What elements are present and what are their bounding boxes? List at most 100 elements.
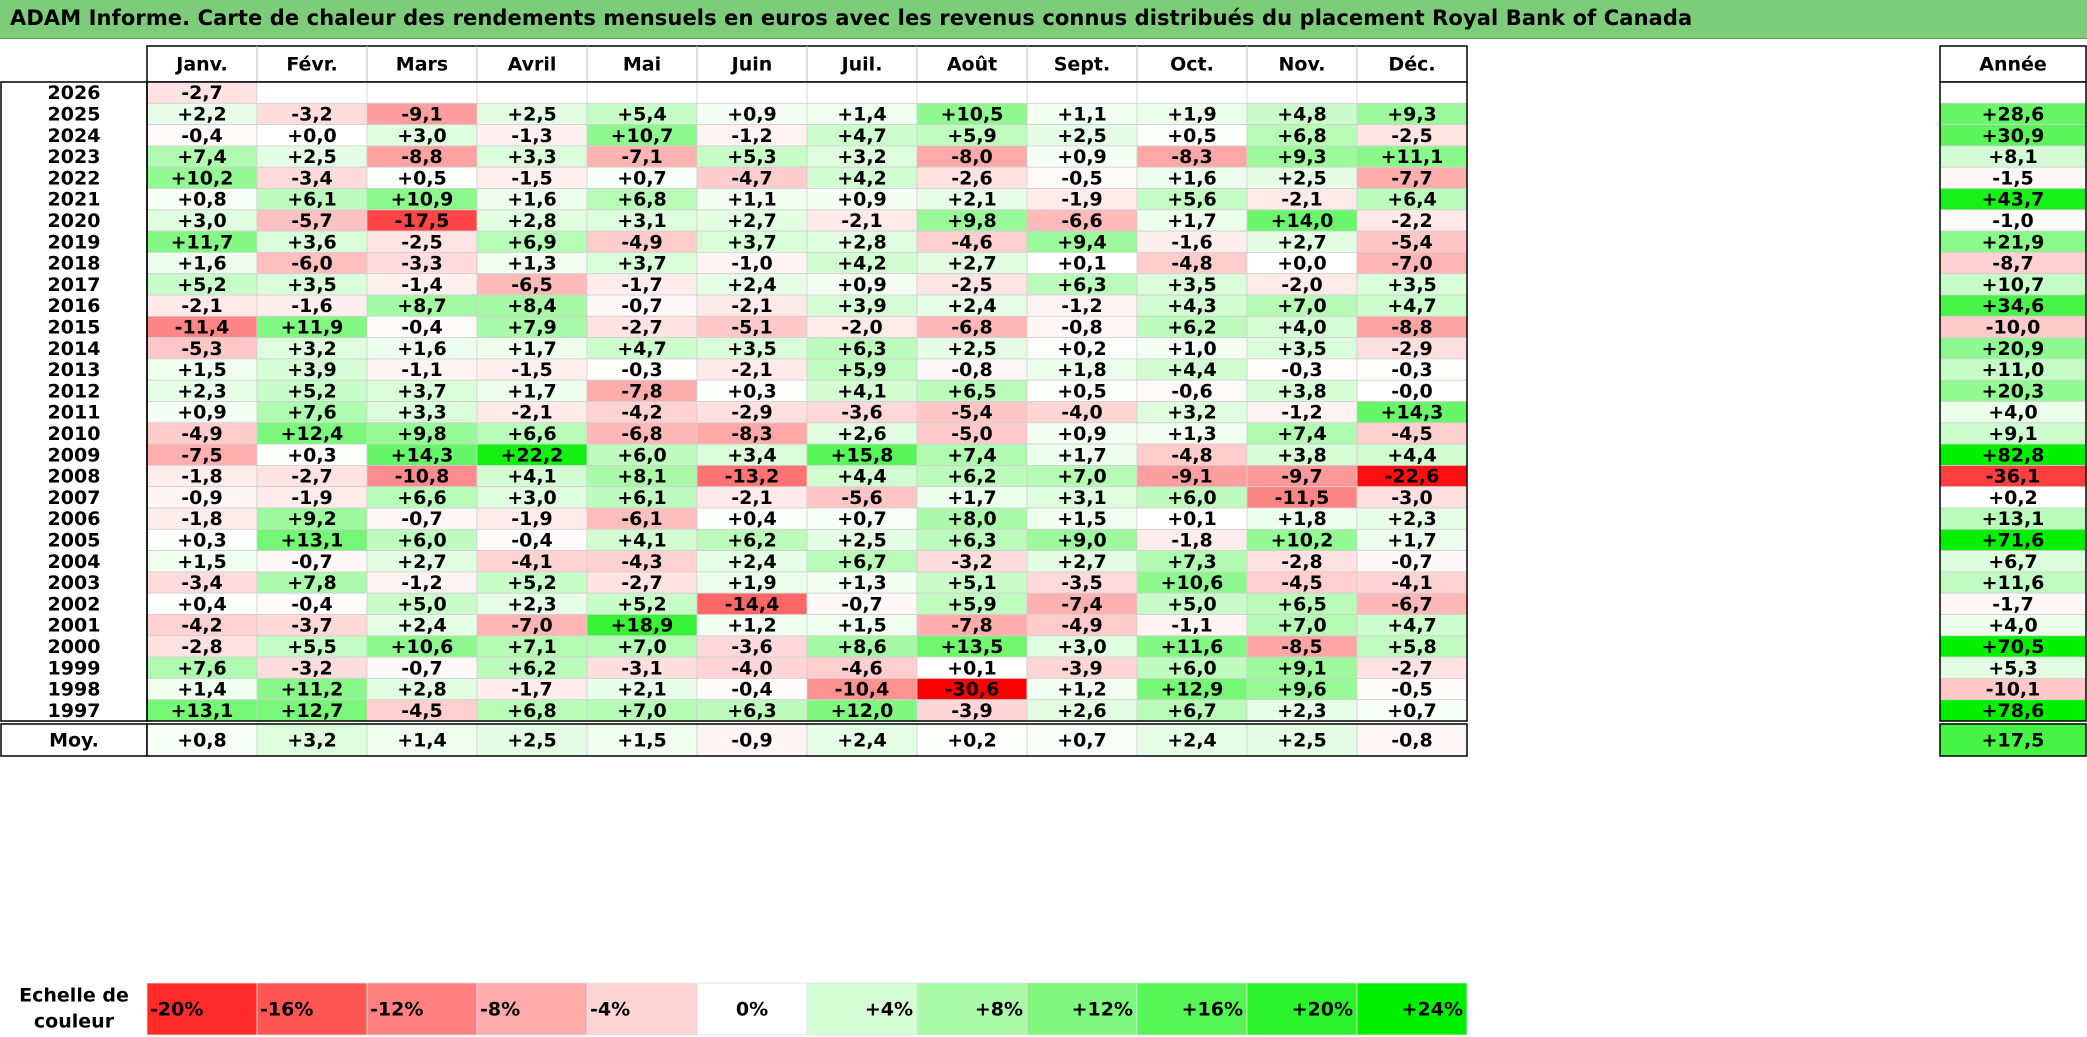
average-cell bbox=[146, 723, 258, 757]
row-label: 2006 bbox=[48, 508, 101, 530]
cell-value: +1,1 bbox=[1057, 103, 1107, 125]
cell-value: +0,7 bbox=[837, 508, 887, 530]
cell-value: +1,2 bbox=[1057, 679, 1107, 701]
cell-value: -0,3 bbox=[1281, 359, 1323, 381]
cell-value: +6,4 bbox=[1387, 189, 1437, 211]
average-label-cell bbox=[0, 723, 148, 757]
cell-value: -4,9 bbox=[621, 231, 663, 253]
cell-value: +15,8 bbox=[831, 444, 894, 466]
cell-value: +0,9 bbox=[837, 189, 887, 211]
cell-value: +9,0 bbox=[1057, 529, 1107, 551]
cell-value: -4,5 bbox=[1281, 572, 1323, 594]
row-label-cell bbox=[1, 209, 147, 232]
cell-value: +22,2 bbox=[501, 444, 564, 466]
cell-value: -8,8 bbox=[1391, 316, 1433, 338]
row-label-cell bbox=[1, 273, 147, 295]
average-value: +2,5 bbox=[1277, 730, 1327, 752]
annual-cell bbox=[1939, 81, 2087, 104]
cell-value: -1,6 bbox=[1171, 231, 1213, 253]
cell-value: -1,9 bbox=[291, 487, 333, 509]
cell-value: -8,5 bbox=[1281, 636, 1323, 658]
annual-value: -1,0 bbox=[1992, 210, 2034, 232]
cell-value: +7,0 bbox=[617, 636, 667, 658]
cell-value: +3,3 bbox=[397, 402, 447, 424]
cell-value: -2,2 bbox=[1391, 210, 1433, 232]
cell-value: +1,4 bbox=[177, 679, 227, 701]
average-value: +0,7 bbox=[1057, 730, 1107, 752]
cell-value: +4,1 bbox=[507, 466, 557, 488]
heatmap-cell bbox=[586, 81, 698, 104]
row-label: 2003 bbox=[48, 572, 101, 594]
row-label: 2026 bbox=[48, 82, 101, 104]
cell-value: +7,8 bbox=[287, 572, 337, 594]
cell-value: -5,7 bbox=[291, 210, 333, 232]
row-label: 2016 bbox=[48, 295, 101, 317]
cell-value: +2,7 bbox=[397, 551, 447, 573]
cell-value: +2,8 bbox=[397, 679, 447, 701]
cell-value: +9,8 bbox=[947, 210, 997, 232]
cell-value: +6,0 bbox=[617, 444, 667, 466]
cell-value: +6,5 bbox=[947, 380, 997, 402]
average-cell bbox=[1356, 723, 1468, 757]
row-label-cell bbox=[1, 422, 147, 445]
cell-value: +9,2 bbox=[287, 508, 337, 530]
cell-value: -0,6 bbox=[1171, 380, 1213, 402]
cell-value: -1,2 bbox=[731, 125, 773, 147]
cell-value: +0,8 bbox=[177, 189, 227, 211]
cell-value: +2,5 bbox=[1277, 167, 1327, 189]
cell-value: +4,1 bbox=[617, 529, 667, 551]
row-label: 2004 bbox=[48, 551, 101, 573]
cell-value: +6,9 bbox=[507, 231, 557, 253]
cell-value: +1,5 bbox=[837, 615, 887, 637]
cell-value: -2,7 bbox=[621, 316, 663, 338]
row-label-cell bbox=[1, 82, 147, 104]
row-label: 2011 bbox=[48, 402, 101, 424]
cell-value: -3,2 bbox=[951, 551, 993, 573]
row-label: 2021 bbox=[48, 189, 101, 211]
cell-value: -0,0 bbox=[1391, 380, 1433, 402]
cell-value: +8,7 bbox=[397, 295, 447, 317]
cell-value: +2,5 bbox=[287, 146, 337, 168]
cell-value: +10,6 bbox=[391, 636, 454, 658]
cell-value: +9,8 bbox=[397, 423, 447, 445]
scale-label: -12% bbox=[370, 999, 423, 1021]
heatmap-cell bbox=[1026, 81, 1138, 104]
row-label-cell bbox=[1, 508, 147, 530]
cell-value: +4,3 bbox=[1167, 295, 1217, 317]
cell-value: +6,2 bbox=[727, 529, 777, 551]
cell-value: +6,8 bbox=[507, 700, 557, 722]
cell-value: -1,9 bbox=[511, 508, 553, 530]
cell-value: +10,9 bbox=[391, 189, 454, 211]
cell-value: -4,1 bbox=[1391, 572, 1433, 594]
cell-value: -6,8 bbox=[951, 316, 993, 338]
cell-value: +2,3 bbox=[177, 380, 227, 402]
row-label-cell bbox=[1, 486, 147, 508]
cell-value: +6,6 bbox=[507, 423, 557, 445]
scale-label: -8% bbox=[480, 999, 520, 1021]
cell-value: +5,9 bbox=[947, 125, 997, 147]
cell-value: +5,5 bbox=[287, 636, 337, 658]
row-label-cell bbox=[1, 699, 147, 721]
cell-value: -4,3 bbox=[621, 551, 663, 573]
cell-value: +1,7 bbox=[947, 487, 997, 509]
cell-value: +2,4 bbox=[727, 274, 777, 296]
cell-value: +5,4 bbox=[617, 103, 667, 125]
average-value: +2,5 bbox=[507, 730, 557, 752]
heatmap-cell bbox=[696, 81, 808, 104]
cell-value: +7,4 bbox=[947, 444, 997, 466]
scale-swatch bbox=[1246, 982, 1358, 1036]
cell-value: -0,8 bbox=[951, 359, 993, 381]
cell-value: -9,7 bbox=[1281, 466, 1323, 488]
row-label-cell bbox=[1, 529, 147, 551]
cell-value: +6,3 bbox=[727, 700, 777, 722]
cell-value: -5,6 bbox=[841, 487, 883, 509]
cell-value: +2,8 bbox=[837, 231, 887, 253]
scale-swatch bbox=[366, 982, 478, 1036]
cell-value: +4,7 bbox=[617, 338, 667, 360]
average-border bbox=[146, 723, 1468, 757]
scale-swatch bbox=[806, 982, 918, 1036]
cell-value: +2,6 bbox=[837, 423, 887, 445]
average-value: +0,2 bbox=[947, 730, 997, 752]
scale-label: -4% bbox=[590, 999, 630, 1021]
heatmap-cell bbox=[1136, 81, 1248, 104]
